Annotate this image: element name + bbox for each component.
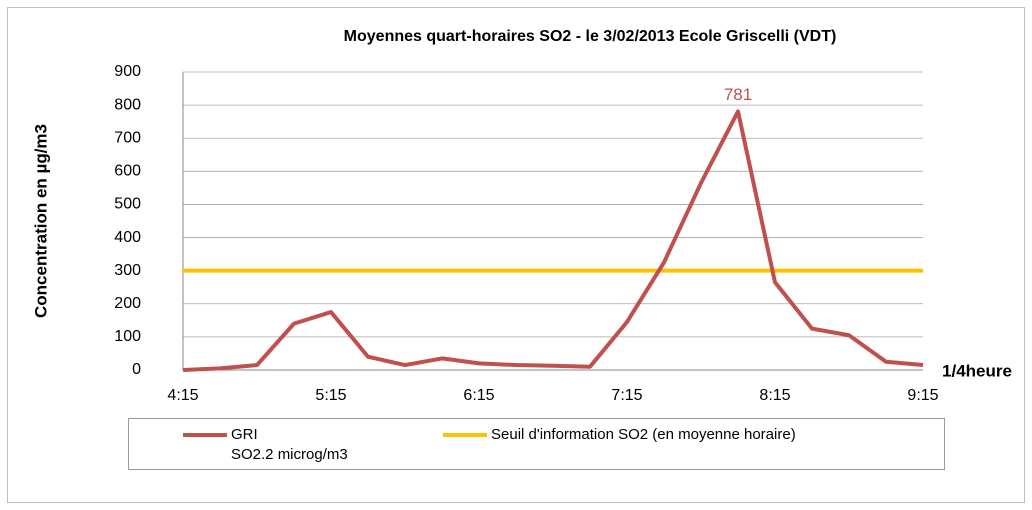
- data-label: 781: [724, 85, 752, 104]
- data-line: [182, 109, 924, 372]
- legend-entry: GRI SO2.2 microg/m3: [183, 425, 348, 465]
- x-tick-label: 6:15: [463, 387, 494, 404]
- x-tick-label: 5:15: [315, 387, 346, 404]
- chart-title: Moyennes quart-horaires SO2 - le 3/02/20…: [344, 28, 837, 45]
- y-tick-label: 200: [114, 295, 141, 312]
- x-tick-label: 8:15: [759, 387, 790, 404]
- chart-frame: [7, 7, 1025, 503]
- y-tick-label: 700: [114, 129, 141, 146]
- y-tick-label: 400: [114, 229, 141, 246]
- y-tick-label: 900: [114, 63, 141, 80]
- legend: GRI SO2.2 microg/m3 Seuil d'information S…: [128, 418, 945, 470]
- y-tick-label: 800: [114, 96, 141, 113]
- legend-entry: Seuil d'information SO2 (en moyenne hora…: [443, 425, 796, 445]
- y-tick-label: 600: [114, 163, 141, 180]
- x-tick-label: 9:15: [907, 387, 938, 404]
- legend-swatch: [443, 433, 487, 437]
- x-tick-label: 4:15: [167, 387, 198, 404]
- y-tick-label: 300: [114, 262, 141, 279]
- y-axis-label: Concentration en µg/m3: [31, 124, 50, 318]
- legend-label: GRI SO2.2 microg/m3: [231, 426, 348, 463]
- x-axis-label: 1/4heure: [942, 361, 1012, 380]
- y-tick-label: 100: [114, 328, 141, 345]
- y-tick-label: 0: [132, 361, 141, 378]
- x-tick-label: 7:15: [611, 387, 642, 404]
- legend-swatch: [183, 433, 227, 437]
- y-tick-label: 500: [114, 196, 141, 213]
- legend-label: Seuil d'information SO2 (en moyenne hora…: [491, 426, 796, 443]
